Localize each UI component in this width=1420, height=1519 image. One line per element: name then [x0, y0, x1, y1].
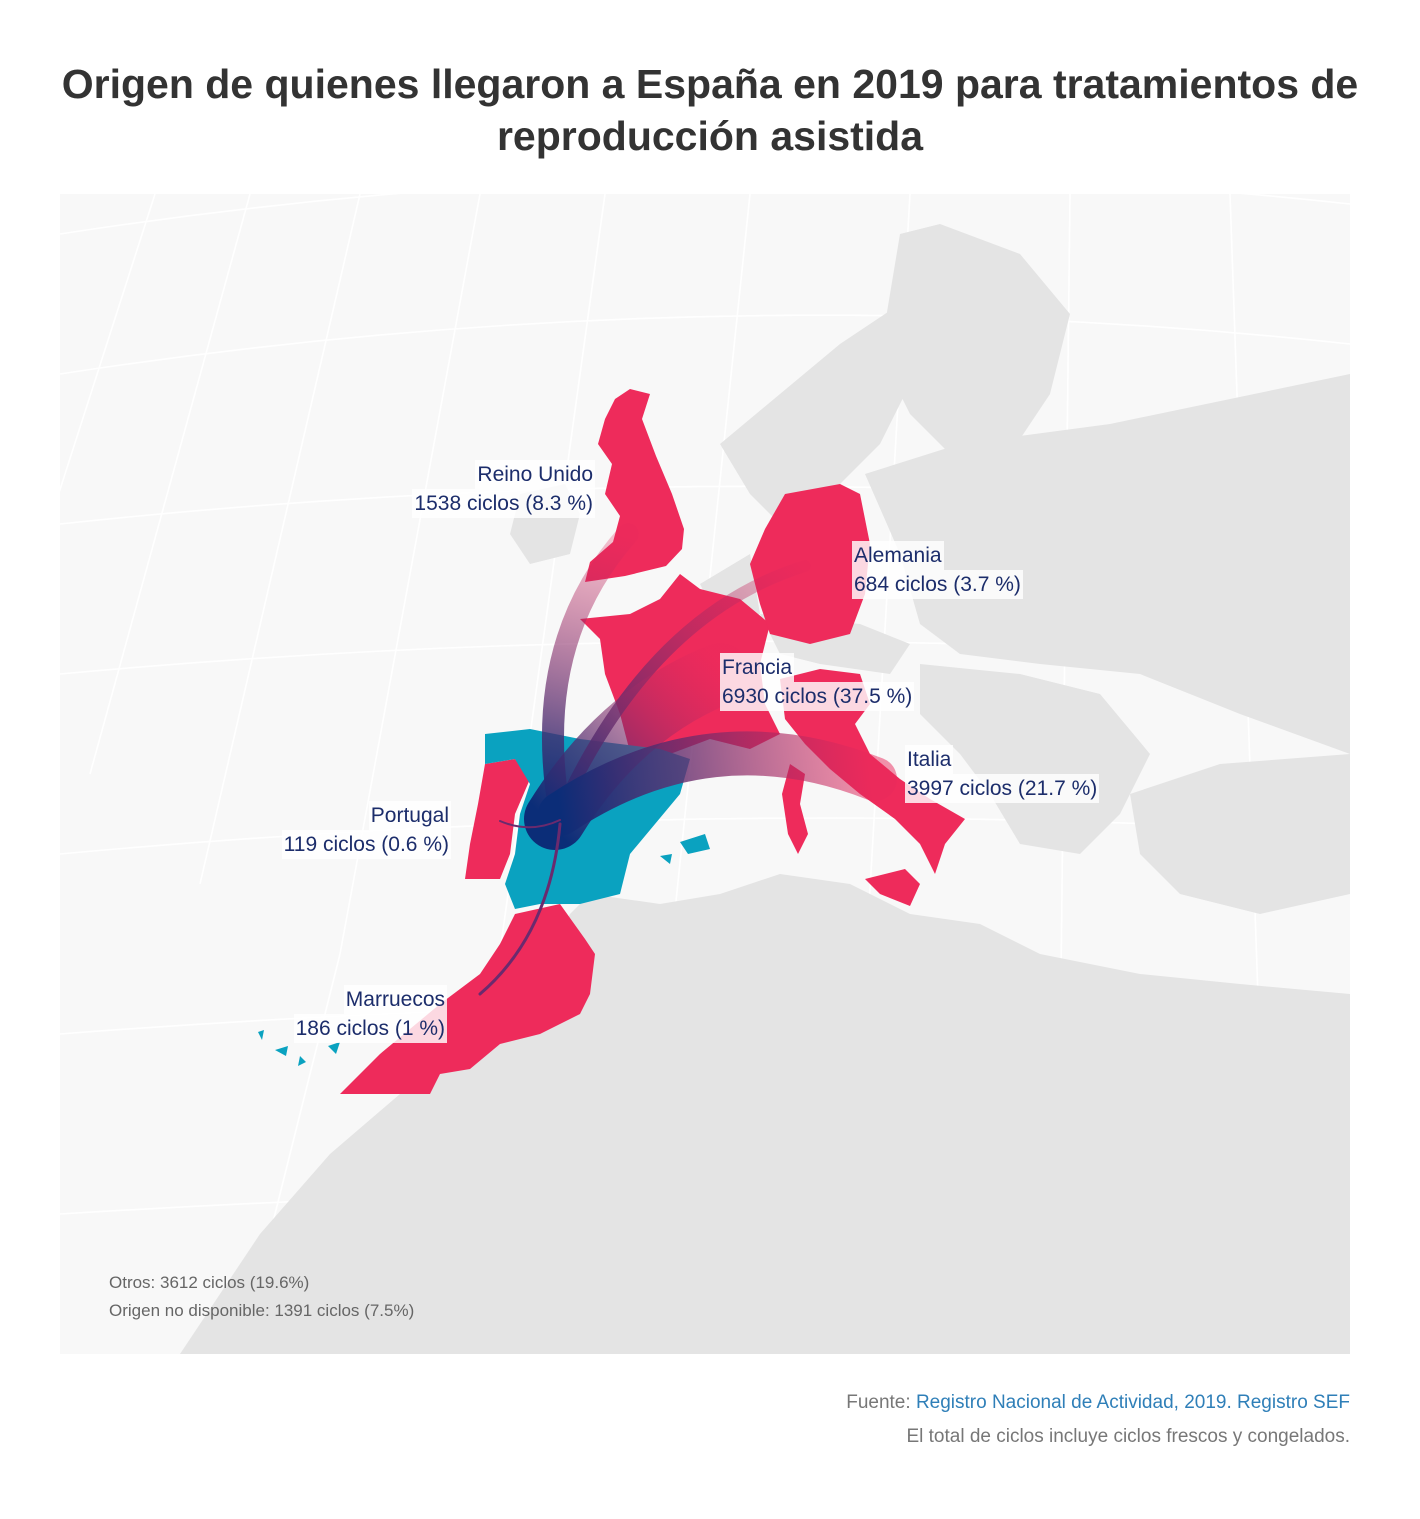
footer-note: El total de ciclos incluye ciclos fresco…: [906, 1426, 1350, 1447]
balearic-islands: [660, 834, 710, 864]
label-reino-unido: Reino Unido 1538 ciclos (8.3 %): [412, 460, 595, 518]
country-corsica-sardinia: [782, 764, 808, 854]
flow-arrows: [478, 523, 897, 996]
label-portugal: Portugal 119 ciclos (0.6 %): [281, 801, 451, 859]
country-united-kingdom: [585, 389, 684, 582]
country-morocco: [340, 904, 595, 1094]
label-alemania-country: Alemania: [852, 541, 944, 570]
land-turkey: [1130, 754, 1350, 914]
label-reino-unido-cycles: 1538 ciclos (8.3 %): [412, 489, 595, 518]
note-otros: Otros: 3612 ciclos (19.6%): [109, 1273, 310, 1292]
label-italia-cycles: 3997 ciclos (21.7 %): [905, 774, 1100, 803]
notes-block: Otros: 3612 ciclos (19.6%) Origen no dis…: [109, 1269, 414, 1325]
label-reino-unido-country: Reino Unido: [475, 460, 595, 489]
country-portugal: [465, 759, 530, 879]
flow-arrow-italia: [538, 731, 897, 836]
label-italia-country: Italia: [905, 745, 954, 774]
flow-arrow-marruecos: [478, 822, 562, 996]
label-francia-cycles: 6930 ciclos (37.5 %): [720, 682, 915, 711]
land-balkans: [920, 664, 1150, 854]
source-link[interactable]: Registro Nacional de Actividad, 2019. Re…: [915, 1392, 1350, 1413]
map-panel: Reino Unido 1538 ciclos (8.3 %) Alemania…: [60, 194, 1350, 1354]
land-eastern-europe: [865, 374, 1350, 754]
label-portugal-country: Portugal: [368, 801, 451, 830]
land-north-africa: [180, 874, 1350, 1354]
label-marruecos-country: Marruecos: [343, 985, 447, 1014]
footer-source: Fuente: Registro Nacional de Actividad, …: [846, 1392, 1350, 1414]
label-francia: Francia 6930 ciclos (37.5 %): [720, 653, 915, 711]
flow-arrow-portugal: [499, 819, 561, 829]
note-origen-no-disponible: Origen no disponible: 1391 ciclos (7.5%): [109, 1301, 415, 1320]
label-marruecos: Marruecos 186 ciclos (1 %): [293, 985, 447, 1043]
map-svg: [60, 194, 1350, 1354]
country-sicily: [865, 869, 920, 906]
label-portugal-cycles: 119 ciclos (0.6 %): [281, 830, 451, 859]
label-marruecos-cycles: 186 ciclos (1 %): [293, 1014, 447, 1043]
label-francia-country: Francia: [720, 653, 795, 682]
chart-title: Origen de quienes llegaron a España en 2…: [61, 61, 1359, 159]
label-italia: Italia 3997 ciclos (21.7 %): [905, 745, 1100, 803]
label-alemania: Alemania 684 ciclos (3.7 %): [852, 541, 1023, 599]
source-prefix: Fuente:: [846, 1392, 916, 1413]
background-land: [180, 224, 1350, 1354]
label-alemania-cycles: 684 ciclos (3.7 %): [852, 570, 1023, 599]
